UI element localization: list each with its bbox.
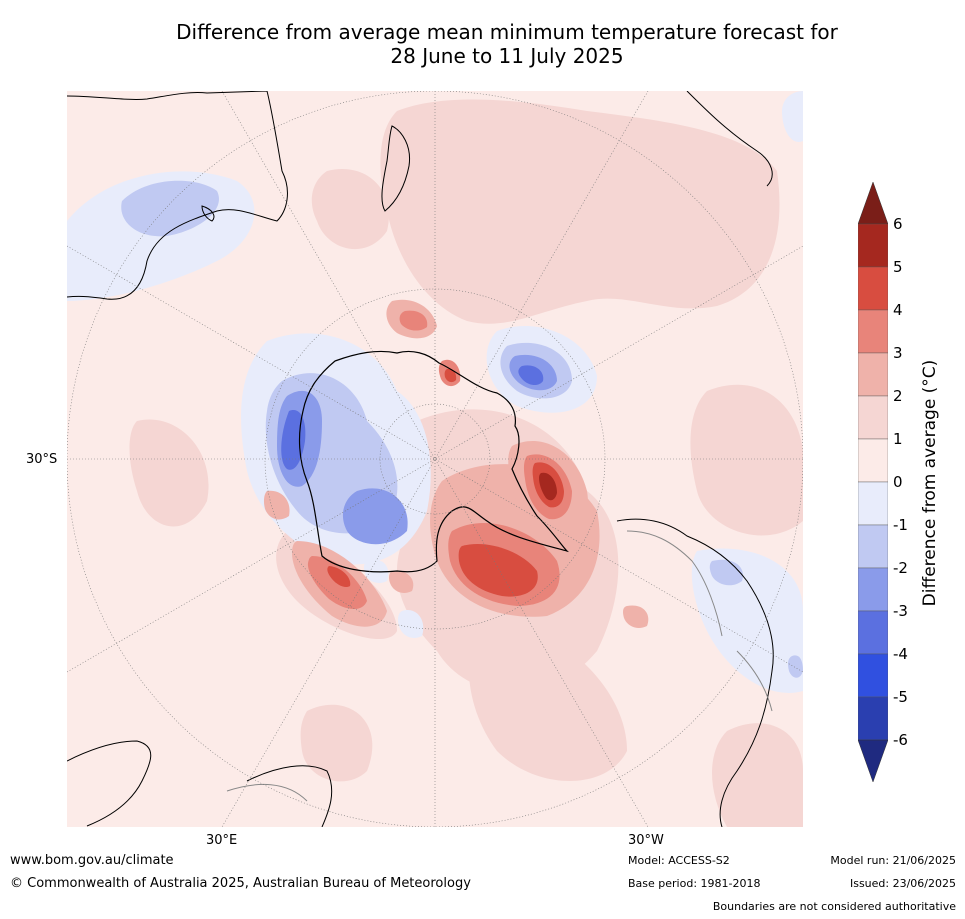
colorbar-levels: [857, 223, 889, 741]
colorbar-svg: [857, 181, 889, 783]
colorbar-tick-label: 1: [893, 430, 903, 448]
colorbar-level: [857, 352, 889, 397]
colorbar-tick-label: -4: [893, 645, 908, 663]
footer-model-run: Model run: 21/06/2025: [830, 854, 956, 867]
colorbar-tick-label: -6: [893, 731, 908, 749]
colorbar-level: [857, 696, 889, 741]
colorbar-level: [857, 524, 889, 569]
colorbar-tick-label: -1: [893, 516, 908, 534]
graticule: [67, 91, 803, 827]
colorbar-label: Difference from average (°C): [920, 359, 940, 607]
colorbar-tick-label: 0: [893, 473, 903, 491]
colorbar-level: [857, 481, 889, 526]
colorbar-level: [857, 309, 889, 354]
colorbar-level: [857, 266, 889, 311]
longitude-label-30e: 30°E: [206, 833, 238, 848]
colorbar-tick-label: 5: [893, 258, 903, 276]
colorbar-extend-bottom: [857, 739, 889, 783]
footer-base-period: Base period: 1981-2018: [628, 877, 761, 890]
colorbar-level: [857, 610, 889, 655]
footer-issued: Issued: 23/06/2025: [849, 877, 956, 890]
antarctica-coastline: [298, 350, 570, 573]
forecast-map: [67, 91, 803, 827]
longitude-label-30w: 30°W: [628, 833, 664, 848]
title-line-2: 28 June to 11 July 2025: [390, 44, 624, 68]
title-line-1: Difference from average mean minimum tem…: [176, 20, 838, 44]
colorbar-tick-label: -5: [893, 688, 908, 706]
colorbar-level: [857, 653, 889, 698]
colorbar-level: [857, 223, 889, 268]
colorbar-tick-label: 6: [893, 215, 903, 233]
colorbar: [857, 181, 889, 783]
colorbar-tick-label: 2: [893, 387, 903, 405]
map-canvas: [67, 91, 803, 827]
colorbar-level: [857, 438, 889, 483]
latitude-label: 30°S: [26, 452, 58, 467]
footer-disclaimer: Boundaries are not considered authoritat…: [712, 900, 956, 913]
anomaly-positive-regions: [263, 299, 649, 629]
colorbar-tick-label: -3: [893, 602, 908, 620]
colorbar-extend-top: [857, 181, 889, 225]
footer-model: Model: ACCESS-S2: [628, 854, 730, 867]
map-title: Difference from average mean minimum tem…: [67, 20, 947, 68]
continent-outlines: [67, 91, 774, 827]
colorbar-tick-label: 3: [893, 344, 903, 362]
colorbar-level: [857, 395, 889, 440]
country-borders: [226, 530, 773, 802]
footer-copyright: © Commonwealth of Australia 2025, Austra…: [10, 876, 471, 891]
colorbar-tick-label: 4: [893, 301, 903, 319]
colorbar-tick-label: -2: [893, 559, 908, 577]
colorbar-level: [857, 567, 889, 612]
footer-url: www.bom.gov.au/climate: [10, 853, 174, 868]
